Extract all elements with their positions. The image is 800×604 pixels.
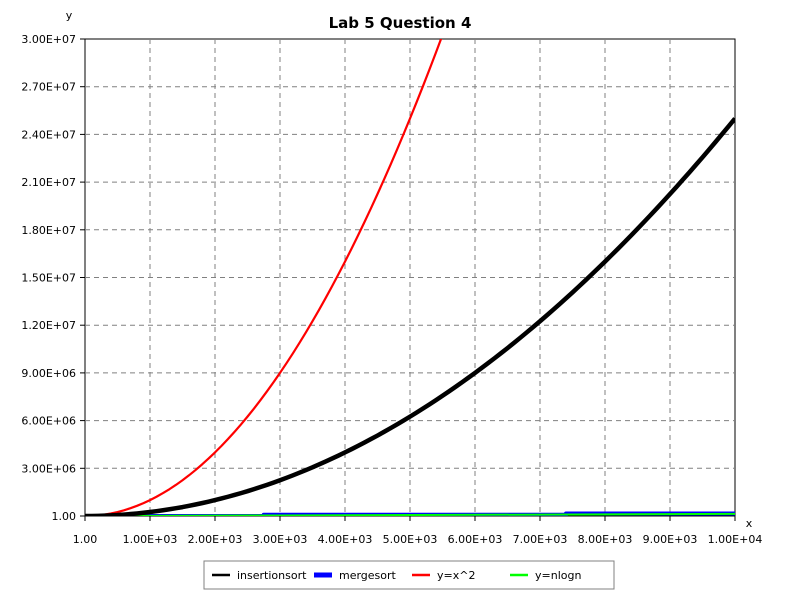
y-tick-label: 3.00E+06 xyxy=(21,462,76,475)
series-group xyxy=(85,39,735,516)
x-tick-label: 3.00E+03 xyxy=(253,533,308,546)
y-tick-label: 2.40E+07 xyxy=(21,128,76,141)
chart-title: Lab 5 Question 4 xyxy=(329,14,472,32)
x-tick-label: 2.00E+03 xyxy=(188,533,243,546)
y-axis-label: y xyxy=(66,9,73,22)
x-tick-label: 4.00E+03 xyxy=(318,533,373,546)
y-tick-label: 6.00E+06 xyxy=(21,415,76,428)
x-tick-label: 8.00E+03 xyxy=(578,533,633,546)
x-axis-label: x xyxy=(746,517,753,530)
x-tick-label: 1.00E+04 xyxy=(708,533,763,546)
x-tick-label: 1.00E+03 xyxy=(123,533,178,546)
x-tick-label: 7.00E+03 xyxy=(513,533,568,546)
y-tick-label: 9.00E+06 xyxy=(21,367,76,380)
legend-box xyxy=(203,560,615,590)
x-tick-label: 5.00E+03 xyxy=(383,533,438,546)
y-tick-label: 3.00E+07 xyxy=(21,33,76,46)
legend: insertionsort mergesort y=x^2 y=nlogn xyxy=(203,560,615,590)
legend-label: y=x^2 xyxy=(437,569,475,582)
y-tick-label: 1.00 xyxy=(52,510,77,523)
y-tick-label: 1.50E+07 xyxy=(21,272,76,285)
y-tick-label: 1.80E+07 xyxy=(21,224,76,237)
axes: 1.00 1.00E+03 2.00E+03 3.00E+03 4.00E+03 5.00… xyxy=(21,33,762,546)
legend-label: mergesort xyxy=(339,569,397,582)
grid xyxy=(84,38,736,517)
y-tick-label: 2.70E+07 xyxy=(21,81,76,94)
legend-label: y=nlogn xyxy=(535,569,581,582)
series-layer xyxy=(85,39,735,516)
x-tick-label: 6.00E+03 xyxy=(448,533,503,546)
series-line-insertionsort xyxy=(85,117,735,516)
y-tick-label: 2.10E+07 xyxy=(21,176,76,189)
legend-label: insertionsort xyxy=(237,569,307,582)
series-line-y-x-2 xyxy=(85,39,443,516)
series-line-y-nlogn xyxy=(85,512,735,516)
x-tick-label: 9.00E+03 xyxy=(643,533,698,546)
x-tick-label: 1.00 xyxy=(73,533,98,546)
y-tick-label: 1.20E+07 xyxy=(21,319,76,332)
